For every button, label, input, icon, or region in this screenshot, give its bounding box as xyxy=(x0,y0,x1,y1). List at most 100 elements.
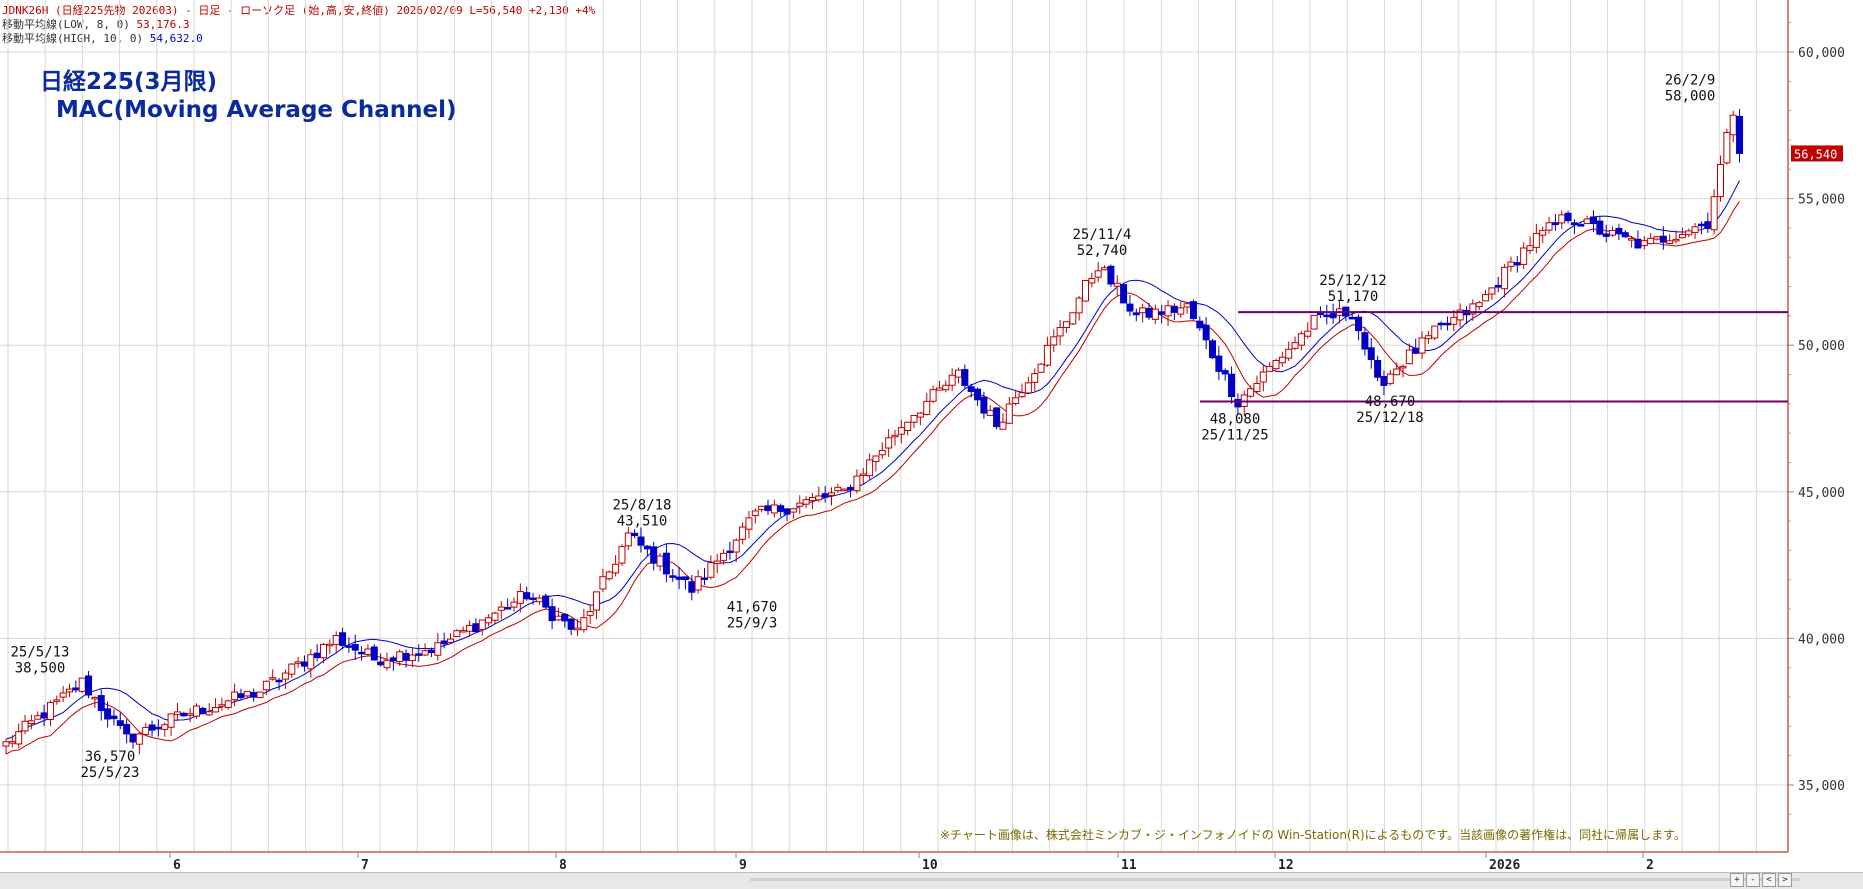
candle-body xyxy=(434,642,442,656)
candle-body xyxy=(1697,223,1705,227)
candle-body xyxy=(1075,297,1083,314)
x-tick-label: 6 xyxy=(173,858,181,873)
x-tick-label: 2026 xyxy=(1489,858,1520,873)
candle-body xyxy=(720,552,728,561)
candle-body xyxy=(1107,265,1115,285)
x-tick-label: 2 xyxy=(1646,858,1654,873)
candle-body xyxy=(1717,164,1724,198)
candle-body xyxy=(1082,280,1089,302)
candle-body xyxy=(129,733,137,743)
candle-body xyxy=(21,720,29,732)
candle-body xyxy=(974,388,982,401)
candle-body xyxy=(650,546,658,564)
candle-body xyxy=(1329,313,1337,319)
candle-body xyxy=(1475,302,1483,308)
candle-body xyxy=(167,713,175,728)
candle-body xyxy=(574,627,581,631)
candle-body xyxy=(123,723,131,735)
chart-header-line1: JDNK26H (日経225先物 202603) - 日足 - ローソク足 (始… xyxy=(2,2,595,18)
candle-body xyxy=(269,677,277,680)
candle-body xyxy=(1069,312,1077,325)
scroll-left-icon[interactable]: < xyxy=(1762,873,1776,887)
candle-body xyxy=(1482,294,1490,302)
candle-body xyxy=(593,591,601,611)
ma-low-legend: 移動平均線(LOW, 8, 0) 53,176.3 xyxy=(2,16,189,32)
candle-body xyxy=(472,623,480,633)
candle-body xyxy=(1704,221,1712,229)
horizontal-scrollbar[interactable] xyxy=(750,878,1800,881)
candle-body xyxy=(1005,403,1013,424)
last-price-box xyxy=(1791,145,1843,162)
candle-body xyxy=(897,427,905,435)
candle-body xyxy=(1126,303,1134,312)
candle-body xyxy=(1539,229,1547,236)
title-line2: MAC(Moving Average Channel) xyxy=(56,97,457,123)
candle-body xyxy=(1723,132,1731,164)
candle-body xyxy=(872,455,880,463)
candle-body xyxy=(1037,363,1045,373)
candle-body xyxy=(726,550,734,554)
candle-body xyxy=(681,576,689,581)
candle-body xyxy=(1615,227,1623,235)
candle-body xyxy=(1158,311,1166,315)
candle-body xyxy=(1666,240,1674,244)
candle-body xyxy=(1583,218,1591,225)
candle-body xyxy=(1685,230,1693,236)
scroll-right-icon[interactable]: > xyxy=(1778,873,1792,887)
candle-body xyxy=(351,644,359,651)
ma-high-line xyxy=(5,180,1740,740)
candle-body xyxy=(815,495,823,501)
candles xyxy=(2,109,1744,755)
zoom-out-icon[interactable]: - xyxy=(1746,873,1760,887)
candle-body xyxy=(1177,307,1185,315)
y-tick-label: 35,000 xyxy=(1798,779,1845,794)
candle-body xyxy=(1367,347,1375,360)
candle-body xyxy=(243,690,251,697)
candle-body xyxy=(453,630,461,638)
zoom-in-icon[interactable]: + xyxy=(1730,873,1744,887)
candle-body xyxy=(313,652,321,659)
candle-body xyxy=(421,650,429,656)
candle-body xyxy=(535,597,543,603)
candle-body xyxy=(993,407,1001,428)
candle-body xyxy=(1088,278,1096,284)
candle-body xyxy=(250,691,258,698)
candle-body xyxy=(415,653,423,656)
candle-body xyxy=(59,692,67,698)
candle-body xyxy=(1494,284,1502,288)
candle-body xyxy=(1678,234,1686,239)
candle-body xyxy=(783,508,791,515)
candle-body xyxy=(383,659,391,669)
ma-high-value: 54,632.0 xyxy=(149,32,203,45)
candle-body xyxy=(466,624,474,632)
candle-body xyxy=(821,493,829,498)
candle-body xyxy=(161,724,169,730)
candle-body xyxy=(1424,335,1432,340)
candle-body xyxy=(1399,365,1407,369)
candle-body xyxy=(135,733,143,745)
ma-high-label: 移動平均線(HIGH, 10, 0) xyxy=(2,32,144,45)
candle-body xyxy=(1418,337,1426,354)
candle-body xyxy=(339,632,347,646)
candle-body xyxy=(523,592,531,600)
candle-body xyxy=(1443,322,1451,326)
candle-body xyxy=(1507,261,1515,267)
candle-body xyxy=(1062,321,1070,328)
candle-body xyxy=(1653,236,1661,240)
candle-body xyxy=(1469,303,1477,315)
candle-body xyxy=(1526,245,1534,251)
candle-body xyxy=(770,504,778,514)
candle-body xyxy=(1640,240,1648,246)
candle-body xyxy=(1691,226,1699,234)
candle-body xyxy=(885,437,893,449)
y-tick-label: 60,000 xyxy=(1798,46,1845,61)
candle-body xyxy=(1628,238,1636,241)
candle-body xyxy=(1012,397,1020,405)
candle-body xyxy=(561,613,569,622)
candle-body xyxy=(294,661,302,664)
candle-body xyxy=(1202,324,1210,341)
candle-body xyxy=(396,651,404,662)
candle-body xyxy=(955,369,962,378)
